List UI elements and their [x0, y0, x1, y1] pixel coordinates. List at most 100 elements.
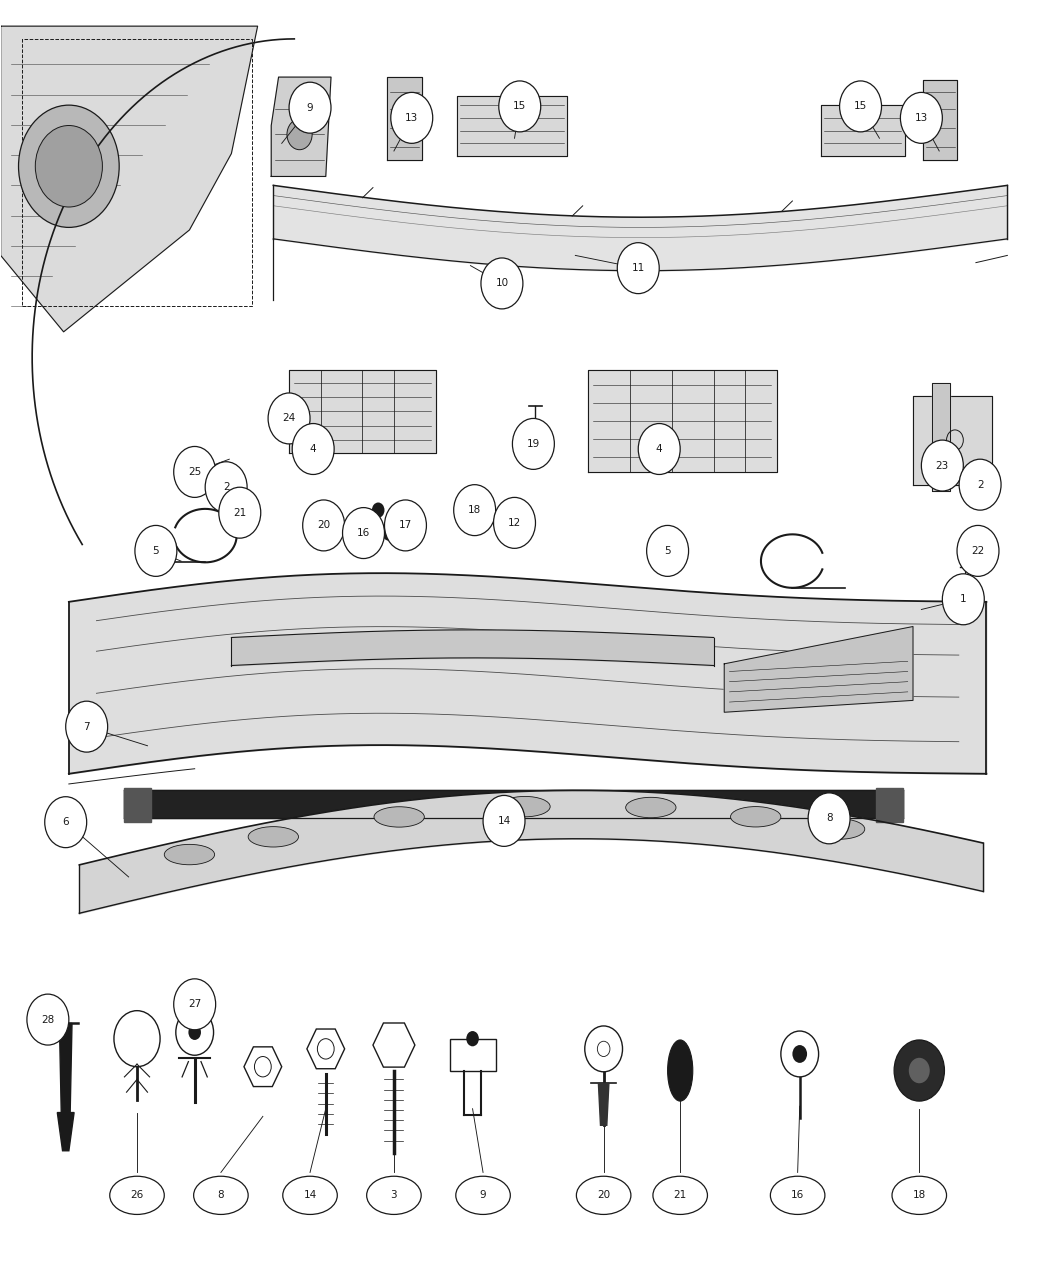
- Circle shape: [372, 502, 384, 518]
- Circle shape: [188, 1025, 201, 1040]
- Ellipse shape: [892, 1177, 946, 1215]
- Circle shape: [66, 701, 108, 752]
- Text: 16: 16: [357, 528, 371, 538]
- Polygon shape: [1, 27, 257, 332]
- Text: 17: 17: [399, 520, 412, 530]
- Ellipse shape: [456, 1177, 510, 1215]
- Polygon shape: [289, 370, 436, 453]
- Text: 27: 27: [188, 1000, 202, 1010]
- Polygon shape: [931, 382, 949, 491]
- Polygon shape: [125, 788, 150, 822]
- Circle shape: [45, 797, 87, 848]
- Circle shape: [27, 994, 69, 1046]
- Text: 14: 14: [303, 1191, 317, 1200]
- Circle shape: [466, 1031, 479, 1047]
- Polygon shape: [373, 1023, 415, 1067]
- Polygon shape: [307, 1029, 344, 1068]
- Circle shape: [382, 525, 395, 541]
- Text: 8: 8: [825, 813, 833, 824]
- Ellipse shape: [668, 1040, 693, 1102]
- Text: 22: 22: [971, 546, 985, 556]
- Ellipse shape: [771, 1177, 825, 1215]
- Ellipse shape: [164, 844, 214, 864]
- Text: 2: 2: [976, 479, 984, 490]
- Polygon shape: [598, 1084, 609, 1126]
- Text: 13: 13: [915, 113, 928, 122]
- Text: 2: 2: [223, 482, 230, 492]
- Text: 5: 5: [152, 546, 160, 556]
- Text: 9: 9: [480, 1191, 486, 1200]
- Circle shape: [391, 92, 433, 143]
- Circle shape: [114, 1011, 160, 1067]
- Ellipse shape: [500, 797, 550, 817]
- Text: 7: 7: [83, 722, 90, 732]
- Text: 9: 9: [307, 103, 313, 112]
- Text: 15: 15: [854, 102, 867, 111]
- Circle shape: [585, 1026, 623, 1072]
- Circle shape: [19, 105, 120, 227]
- Polygon shape: [588, 370, 777, 472]
- Ellipse shape: [282, 1177, 337, 1215]
- Circle shape: [175, 1010, 213, 1056]
- Text: 8: 8: [217, 1191, 225, 1200]
- Polygon shape: [386, 76, 422, 159]
- Ellipse shape: [374, 807, 424, 827]
- Ellipse shape: [576, 1177, 631, 1215]
- Text: 3: 3: [391, 1191, 397, 1200]
- Circle shape: [384, 500, 426, 551]
- Polygon shape: [58, 1113, 75, 1151]
- Circle shape: [512, 418, 554, 469]
- Circle shape: [895, 1040, 944, 1102]
- Circle shape: [499, 80, 541, 131]
- Circle shape: [401, 510, 414, 525]
- Circle shape: [173, 979, 215, 1030]
- Polygon shape: [457, 96, 567, 156]
- Circle shape: [268, 393, 310, 444]
- Circle shape: [808, 793, 850, 844]
- Text: 10: 10: [496, 278, 508, 288]
- Ellipse shape: [193, 1177, 248, 1215]
- Ellipse shape: [366, 1177, 421, 1215]
- Text: 16: 16: [791, 1191, 804, 1200]
- Circle shape: [302, 500, 344, 551]
- Circle shape: [942, 574, 984, 625]
- Ellipse shape: [653, 1177, 708, 1215]
- Circle shape: [481, 258, 523, 309]
- Text: 1: 1: [960, 594, 967, 604]
- Text: 18: 18: [912, 1191, 926, 1200]
- Text: 4: 4: [310, 444, 316, 454]
- Text: 11: 11: [632, 263, 645, 273]
- Circle shape: [840, 80, 882, 131]
- Polygon shape: [821, 105, 905, 156]
- Ellipse shape: [626, 797, 676, 817]
- Circle shape: [793, 1046, 807, 1063]
- Ellipse shape: [731, 807, 781, 827]
- Polygon shape: [724, 626, 914, 713]
- Circle shape: [781, 1031, 819, 1077]
- Text: 14: 14: [498, 816, 510, 826]
- Text: 25: 25: [188, 467, 202, 477]
- Text: 4: 4: [656, 444, 663, 454]
- Circle shape: [922, 440, 963, 491]
- Circle shape: [638, 423, 680, 474]
- Circle shape: [454, 484, 496, 536]
- Circle shape: [342, 507, 384, 558]
- Text: 21: 21: [673, 1191, 687, 1200]
- Circle shape: [957, 525, 999, 576]
- Circle shape: [959, 459, 1001, 510]
- Circle shape: [617, 242, 659, 293]
- Circle shape: [205, 462, 247, 513]
- Circle shape: [292, 423, 334, 474]
- Circle shape: [289, 82, 331, 133]
- Ellipse shape: [815, 819, 865, 839]
- Ellipse shape: [110, 1177, 164, 1215]
- Text: 24: 24: [282, 413, 296, 423]
- Polygon shape: [914, 395, 991, 484]
- Circle shape: [287, 119, 312, 149]
- Text: 20: 20: [597, 1191, 610, 1200]
- Polygon shape: [60, 1024, 72, 1126]
- Circle shape: [483, 796, 525, 847]
- Text: 15: 15: [513, 102, 526, 111]
- Text: 18: 18: [468, 505, 481, 515]
- Text: 28: 28: [41, 1015, 55, 1025]
